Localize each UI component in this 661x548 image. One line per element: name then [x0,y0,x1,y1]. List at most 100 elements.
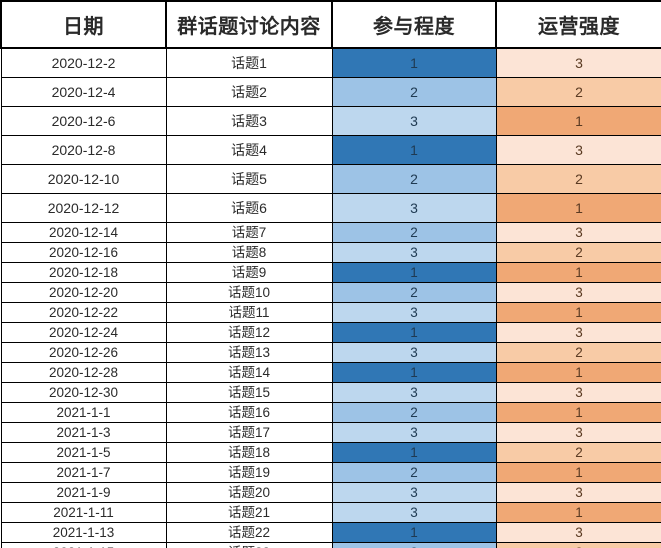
column-header-date: 日期 [0,0,167,49]
cell-topic: 话题3 [165,106,333,136]
cell-participation: 2 [331,462,497,483]
table-row: 2020-12-10 话题5 2 2 [0,164,661,194]
cell-operation-intensity: 1 [495,462,661,483]
cell-operation-intensity: 3 [495,322,661,343]
cell-operation-intensity: 2 [495,164,661,194]
cell-operation-intensity: 3 [495,482,661,503]
cell-operation-intensity: 1 [495,502,661,523]
cell-topic: 话题8 [165,242,333,263]
cell-date: 2020-12-30 [0,382,167,403]
cell-participation: 1 [331,442,497,463]
column-header-topic: 群话题讨论内容 [165,0,333,49]
cell-date: 2021-1-7 [0,462,167,483]
cell-operation-intensity: 1 [495,362,661,383]
cell-date: 2020-12-20 [0,282,167,303]
cell-participation: 2 [331,222,497,243]
cell-date: 2020-12-12 [0,193,167,223]
cell-operation-intensity: 1 [495,402,661,423]
cell-participation: 3 [331,106,497,136]
cell-participation: 3 [331,482,497,503]
table-row: 2020-12-22 话题11 3 1 [0,302,661,323]
cell-date: 2021-1-11 [0,502,167,523]
table-row: 2020-12-6 话题3 3 1 [0,106,661,136]
cell-operation-intensity: 3 [495,282,661,303]
table-row: 2021-1-7 话题19 2 1 [0,462,661,483]
cell-participation: 3 [331,193,497,223]
cell-date: 2020-12-8 [0,135,167,165]
cell-operation-intensity: 2 [495,342,661,363]
cell-operation-intensity: 3 [495,47,661,78]
cell-participation: 2 [331,164,497,194]
cell-date: 2021-1-1 [0,402,167,423]
table-row: 2020-12-30 话题15 3 3 [0,382,661,403]
cell-topic: 话题15 [165,382,333,403]
cell-date: 2020-12-24 [0,322,167,343]
cell-topic: 话题10 [165,282,333,303]
cell-participation: 2 [331,542,497,548]
table-row: 2020-12-14 话题7 2 3 [0,222,661,243]
cell-participation: 2 [331,282,497,303]
cell-date: 2020-12-26 [0,342,167,363]
cell-topic: 话题5 [165,164,333,194]
cell-operation-intensity: 3 [495,382,661,403]
cell-operation-intensity: 2 [495,77,661,107]
table-row: 2020-12-12 话题6 3 1 [0,193,661,223]
cell-date: 2020-12-18 [0,262,167,283]
cell-date: 2020-12-4 [0,77,167,107]
cell-participation: 2 [331,402,497,423]
cell-operation-intensity: 1 [495,302,661,323]
cell-date: 2020-12-22 [0,302,167,323]
cell-participation: 3 [331,422,497,443]
cell-topic: 话题23 [165,542,333,548]
table-row: 2021-1-11 话题21 3 1 [0,502,661,523]
cell-date: 2020-12-28 [0,362,167,383]
cell-operation-intensity: 3 [495,422,661,443]
cell-date: 2021-1-3 [0,422,167,443]
cell-participation: 1 [331,47,497,78]
cell-topic: 话题9 [165,262,333,283]
cell-date: 2021-1-15 [0,542,167,548]
cell-topic: 话题11 [165,302,333,323]
cell-topic: 话题14 [165,362,333,383]
cell-participation: 1 [331,262,497,283]
cell-operation-intensity: 3 [495,522,661,543]
cell-operation-intensity: 2 [495,542,661,548]
cell-date: 2021-1-13 [0,522,167,543]
table-row: 2021-1-1 话题16 2 1 [0,402,661,423]
cell-participation: 1 [331,322,497,343]
cell-topic: 话题20 [165,482,333,503]
cell-operation-intensity: 1 [495,262,661,283]
column-header-operation-intensity: 运营强度 [495,0,661,49]
table-row: 2021-1-5 话题18 1 2 [0,442,661,463]
table-row: 2020-12-4 话题2 2 2 [0,77,661,107]
table-row: 2020-12-8 话题4 1 3 [0,135,661,165]
table-row: 2020-12-18 话题9 1 1 [0,262,661,283]
cell-topic: 话题13 [165,342,333,363]
cell-participation: 3 [331,242,497,263]
table-row: 2020-12-24 话题12 1 3 [0,322,661,343]
cell-operation-intensity: 1 [495,193,661,223]
cell-participation: 1 [331,135,497,165]
table-row: 2020-12-26 话题13 3 2 [0,342,661,363]
cell-participation: 3 [331,302,497,323]
cell-participation: 3 [331,502,497,523]
table-row: 2021-1-3 话题17 3 3 [0,422,661,443]
cell-topic: 话题2 [165,77,333,107]
cell-participation: 3 [331,342,497,363]
table-row: 2020-12-16 话题8 3 2 [0,242,661,263]
cell-topic: 话题6 [165,193,333,223]
header-row: 日期 群话题讨论内容 参与程度 运营强度 [0,0,661,49]
cell-topic: 话题18 [165,442,333,463]
cell-participation: 1 [331,362,497,383]
cell-participation: 2 [331,77,497,107]
table-row: 2020-12-2 话题1 1 3 [0,47,661,78]
table-row: 2021-1-9 话题20 3 3 [0,482,661,503]
cell-topic: 话题4 [165,135,333,165]
cell-topic: 话题7 [165,222,333,243]
cell-operation-intensity: 2 [495,242,661,263]
cell-topic: 话题19 [165,462,333,483]
cell-operation-intensity: 2 [495,442,661,463]
cell-topic: 话题1 [165,47,333,78]
